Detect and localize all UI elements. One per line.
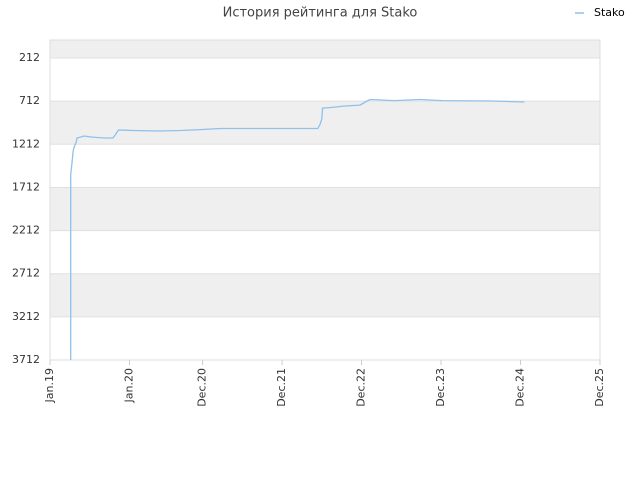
- x-tick-label: Dec.24: [514, 368, 527, 407]
- plot-band: [50, 58, 600, 102]
- plot-border: [49, 39, 601, 361]
- y-tick-label: 3212: [12, 310, 40, 323]
- plot-band: [50, 144, 600, 188]
- y-tick-label: 2212: [12, 224, 40, 237]
- legend-label: Stako: [594, 6, 625, 19]
- y-tick-label: 1712: [12, 180, 40, 193]
- x-tick-label: Dec.23: [434, 368, 447, 407]
- x-tick-label: Dec.22: [355, 368, 368, 407]
- plot-band: [50, 230, 600, 274]
- chart-title: История рейтинга для Stako: [223, 6, 418, 21]
- plot-band: [50, 187, 600, 231]
- y-tick-label: 712: [19, 94, 40, 107]
- y-tick-label: 1212: [12, 137, 40, 150]
- plot-band: [50, 316, 600, 360]
- y-tick-label: 2712: [12, 267, 40, 280]
- x-tick-label: Dec.25: [593, 368, 606, 407]
- x-tick-label: Dec.21: [275, 368, 288, 407]
- x-tick-label: Dec.20: [196, 368, 209, 407]
- plot-band: [50, 273, 600, 317]
- x-tick-label: Jan.19: [43, 368, 56, 403]
- y-tick-label: 3712: [12, 353, 40, 366]
- series-line: [70, 98, 525, 360]
- plot-band: [50, 40, 600, 59]
- x-tick-label: Jan.20: [122, 368, 135, 403]
- y-tick-label: 212: [19, 51, 40, 64]
